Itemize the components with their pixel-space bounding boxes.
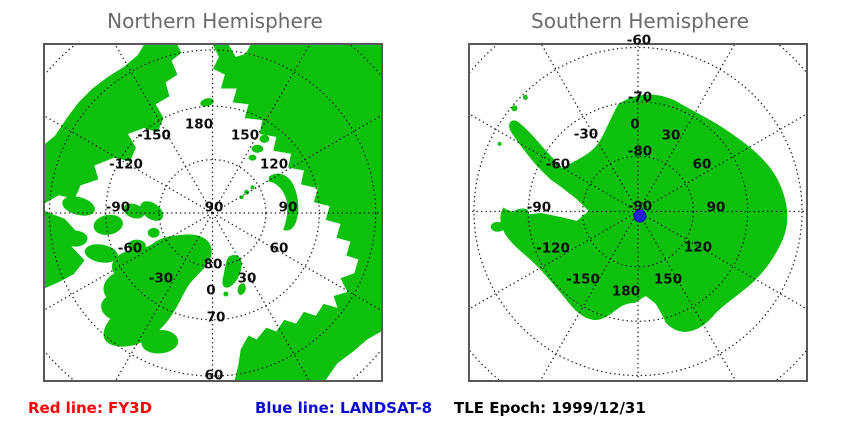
meridian-label: -30: [573, 126, 599, 143]
south-graticule: [470, 45, 806, 380]
legend-tle-epoch: TLE Epoch: 1999/12/31: [454, 399, 646, 417]
south-map: 0 30 -30 60 -60 90 -90 120 -120 150 -150 180 -90 -80…: [468, 34, 808, 382]
meridian-label: -60: [545, 156, 571, 173]
meridian-label: 180: [611, 283, 641, 300]
meridian-label: 30: [661, 127, 681, 144]
meridian-label: -120: [109, 156, 143, 173]
meridian-label: -120: [536, 240, 570, 257]
shetland-island: [511, 105, 518, 112]
arctic-island: [128, 239, 146, 252]
weddell-sea: [483, 153, 589, 221]
south-parallel-labels: -90 -80 -70 -60: [470, 34, 806, 380]
shetland-island: [522, 94, 528, 100]
parallel-label: 90: [204, 199, 224, 216]
antarctic-island: [490, 221, 505, 232]
antarctic-peninsula: [509, 120, 579, 195]
meridian-label: 150: [653, 271, 683, 288]
meridian-label: 60: [269, 240, 289, 257]
novaya-zemlya-island: [268, 173, 299, 231]
landsat8-position-marker: [633, 209, 646, 223]
arctic-island: [123, 203, 145, 219]
arctic-island: [93, 214, 123, 235]
parallel-label: 70: [206, 309, 226, 326]
parallel-label: 60: [204, 367, 224, 384]
meridian-label: 180: [184, 116, 214, 133]
svalbard-island: [222, 254, 242, 288]
svalbard-island: [237, 283, 246, 295]
greenland-island: [101, 234, 212, 347]
parallel-label: -70: [627, 89, 653, 106]
canada-mainland: [45, 211, 85, 289]
ross-sea: [618, 296, 670, 340]
legend-red-line: Red line: FY3D: [28, 399, 153, 417]
north-graticule: [45, 45, 381, 380]
meridian-label: 0: [206, 282, 216, 299]
shetland-island: [497, 141, 502, 146]
pacific-corner: [45, 45, 144, 144]
arctic-island: [55, 257, 79, 272]
siberian-bay: [228, 45, 251, 57]
north-map: 180 -150 150 -120 120 -90 90 -60 60 -30 30 0 90 80 70…: [43, 43, 383, 382]
antarctic-island: [529, 218, 542, 227]
ellesmere-island: [140, 201, 164, 221]
parallel-label: -90: [627, 198, 653, 215]
meridian-label: -90: [105, 199, 131, 216]
meridian-label: 30: [237, 270, 257, 287]
legend-blue-line: Blue line: LANDSAT-8: [255, 399, 433, 417]
meridian-label: 0: [630, 116, 640, 133]
parallel-label: -60: [626, 32, 652, 49]
meridian-label: 90: [706, 199, 726, 216]
arctic-island: [63, 230, 88, 247]
parallel-label: 80: [203, 256, 223, 273]
severnaya-island: [251, 144, 264, 153]
iceland-island: [141, 330, 179, 354]
meridian-label: -30: [148, 270, 174, 287]
north-map-title: Northern Hemisphere: [107, 9, 323, 33]
arctic-island: [147, 227, 160, 238]
franz-josef-island: [250, 185, 255, 190]
meridian-label: 120: [683, 239, 713, 256]
arctic-island: [84, 244, 118, 263]
severnaya-island: [248, 154, 257, 161]
north-meridian-labels: 180 -150 150 -120 120 -90 90 -60 60 -30 30 0: [45, 45, 381, 380]
north-map-canvas: [45, 45, 381, 380]
north-islands: [45, 60, 299, 354]
parallel-label: -80: [627, 143, 653, 160]
franz-josef-island: [244, 189, 250, 195]
meridian-label: -60: [117, 240, 143, 257]
franz-josef-island: [239, 195, 244, 200]
meridian-label: 120: [259, 156, 289, 173]
svalbard-island: [223, 291, 229, 297]
meridian-label: -90: [526, 199, 552, 216]
severnaya-island: [259, 134, 270, 143]
new-siberian-island: [263, 60, 278, 73]
wrangel-island: [200, 98, 214, 107]
meridian-label: 150: [230, 127, 260, 144]
south-meridian-labels: 0 30 -30 60 -60 90 -90 120 -120 150 -150 180: [470, 45, 806, 380]
meridian-label: 90: [278, 199, 298, 216]
north-parallel-labels: 90 80 70 60: [45, 45, 381, 384]
meridian-label: -150: [137, 127, 171, 144]
baltic-corner: [325, 331, 381, 380]
meridian-label: -150: [566, 271, 600, 288]
south-map-title: Southern Hemisphere: [531, 9, 749, 33]
meridian-label: 60: [692, 156, 712, 173]
alexander-island: [509, 208, 529, 222]
new-siberian-island: [277, 71, 288, 80]
arctic-island: [62, 196, 95, 216]
